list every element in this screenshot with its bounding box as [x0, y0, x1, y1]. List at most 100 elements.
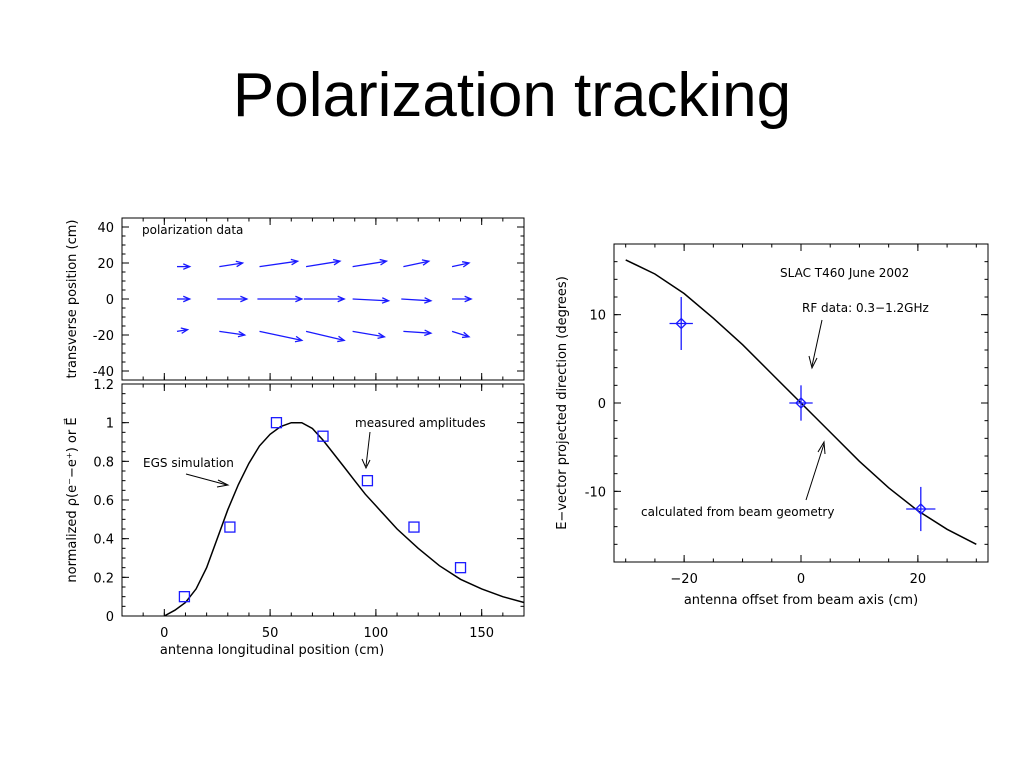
y-axis-label: normalized ρ(e⁻−e⁺) or E⃗ — [64, 417, 80, 582]
measured-point — [317, 430, 329, 442]
y-tick-label: 1.2 — [93, 378, 114, 393]
slide-title: Polarization tracking — [232, 61, 792, 130]
vector-arrowhead — [235, 260, 245, 268]
rf-data-point — [914, 503, 927, 515]
measured-point — [361, 475, 374, 487]
vector-arrowhead — [461, 261, 471, 268]
y-axis-label: E−vector projected direction (degrees) — [555, 276, 570, 530]
polarization-vector — [305, 330, 345, 342]
vector-arrowhead — [295, 295, 304, 303]
measured-point — [178, 591, 191, 603]
x-tick-label: 0 — [160, 626, 168, 641]
vector-arrowhead — [381, 297, 391, 304]
y-tick-label: 0 — [106, 293, 114, 308]
egs-simulation-curve — [163, 421, 525, 617]
y-tick-label: 0 — [106, 610, 114, 625]
y-tick-label: 20 — [97, 257, 114, 272]
arrowhead — [361, 458, 371, 470]
polarization-vector — [219, 330, 245, 336]
polarization-vector — [219, 262, 243, 268]
vector-arrowhead — [337, 295, 346, 303]
polarization-vector — [403, 260, 429, 268]
y-tick-label: 1 — [106, 417, 114, 432]
vector-arrowhead — [424, 297, 433, 304]
measured-point — [224, 521, 236, 533]
rf-data-points — [669, 297, 936, 532]
x-tick-label: −20 — [670, 572, 697, 587]
measured-point — [270, 417, 283, 429]
vector-arrowhead — [379, 258, 389, 266]
vector-arrowhead — [180, 327, 190, 334]
vector-arrowhead — [337, 335, 346, 343]
arrowhead — [817, 440, 826, 455]
vector-annotation: polarization data — [142, 223, 243, 237]
measured-point — [454, 562, 467, 574]
y-tick-label: 10 — [589, 309, 606, 324]
egs-simulation-arrow — [185, 473, 228, 486]
y-tick-label: -20 — [93, 329, 114, 344]
measured-amplitudes-label: measured amplitudes — [355, 416, 486, 430]
measured-points — [178, 417, 467, 603]
polarization-vector — [259, 330, 302, 342]
rf-data-point — [675, 317, 688, 330]
y-ticks: 10 0 -10 — [585, 261, 988, 545]
vector-arrowhead — [183, 295, 192, 303]
y-ticks: 40 20 0 -20 -40 — [93, 221, 524, 380]
y-tick-label: 0 — [598, 397, 606, 412]
x-ticks — [121, 218, 525, 380]
x-tick-label: 150 — [469, 626, 494, 641]
y-tick-label: 40 — [97, 221, 114, 236]
vector-arrowhead — [183, 263, 192, 270]
vector-arrowhead — [421, 259, 431, 266]
x-tick-label: 20 — [910, 572, 927, 587]
x-axis-label: antenna offset from beam axis (cm) — [684, 593, 918, 608]
e-vector-panel: 10 0 -10 −20 0 20 SLAC T460 June 2002 RF dat… — [555, 243, 989, 608]
x-tick-label: 100 — [363, 626, 388, 641]
arrowhead — [216, 479, 230, 488]
polarization-vector — [401, 298, 431, 302]
measured-point — [408, 521, 420, 533]
vector-arrowhead — [461, 331, 471, 339]
calculated-label: calculated from beam geometry — [641, 505, 834, 519]
egs-simulation-label: EGS simulation — [143, 456, 234, 470]
rf-data-arrow — [811, 319, 823, 367]
polarization-vector — [451, 262, 470, 268]
measured-amplitudes-arrow — [365, 431, 371, 467]
y-ticks: 0 0.2 0.4 0.6 0.8 1 1.2 — [93, 378, 524, 625]
polarization-vector — [352, 298, 389, 302]
vector-arrowhead — [240, 295, 249, 303]
vector-arrowhead — [424, 329, 433, 337]
polarization-vector — [451, 330, 470, 338]
calculated-arrow — [805, 443, 825, 501]
polarization-vector-panel: 40 20 0 -20 -40 polarization data transverse… — [65, 217, 525, 381]
vector-arrowhead — [294, 335, 304, 343]
polarization-vector — [176, 328, 188, 333]
vector-arrowhead — [332, 258, 342, 266]
x-tick-label: 0 — [797, 572, 805, 587]
amplitude-panel: 0 0.2 0.4 0.6 0.8 1 1.2 0 50 100 150 measured amp… — [64, 378, 525, 658]
y-tick-label: 0.2 — [93, 571, 114, 586]
vector-arrowhead — [290, 258, 300, 266]
arrowhead — [808, 355, 818, 370]
y-axis-label: transverse position (cm) — [65, 220, 80, 379]
polarization-vector — [352, 260, 387, 268]
x-ticks: 0 50 100 150 — [121, 384, 525, 641]
y-tick-label: 0.8 — [93, 455, 114, 470]
rf-data-point — [795, 397, 807, 409]
polarization-vector — [352, 330, 385, 338]
rf-data-label: RF data: 0.3−1.2GHz — [802, 301, 929, 315]
vector-field — [176, 258, 473, 343]
experiment-label: SLAC T460 June 2002 — [780, 266, 909, 280]
x-ticks: −20 0 20 — [625, 244, 977, 587]
y-tick-label: 0.4 — [93, 533, 114, 548]
polarization-vector — [403, 330, 431, 334]
vector-arrowhead — [377, 332, 387, 340]
polarization-vector — [305, 260, 341, 268]
x-axis-label: antenna longitudinal position (cm) — [160, 643, 384, 658]
polarization-vector — [259, 260, 298, 268]
y-tick-label: -40 — [93, 365, 114, 380]
vector-arrowhead — [464, 295, 473, 303]
vector-arrowhead — [237, 330, 247, 338]
y-tick-label: 0.6 — [93, 494, 114, 509]
